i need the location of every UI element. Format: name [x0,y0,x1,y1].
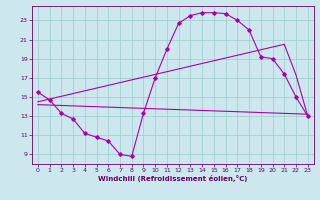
X-axis label: Windchill (Refroidissement éolien,°C): Windchill (Refroidissement éolien,°C) [98,175,247,182]
